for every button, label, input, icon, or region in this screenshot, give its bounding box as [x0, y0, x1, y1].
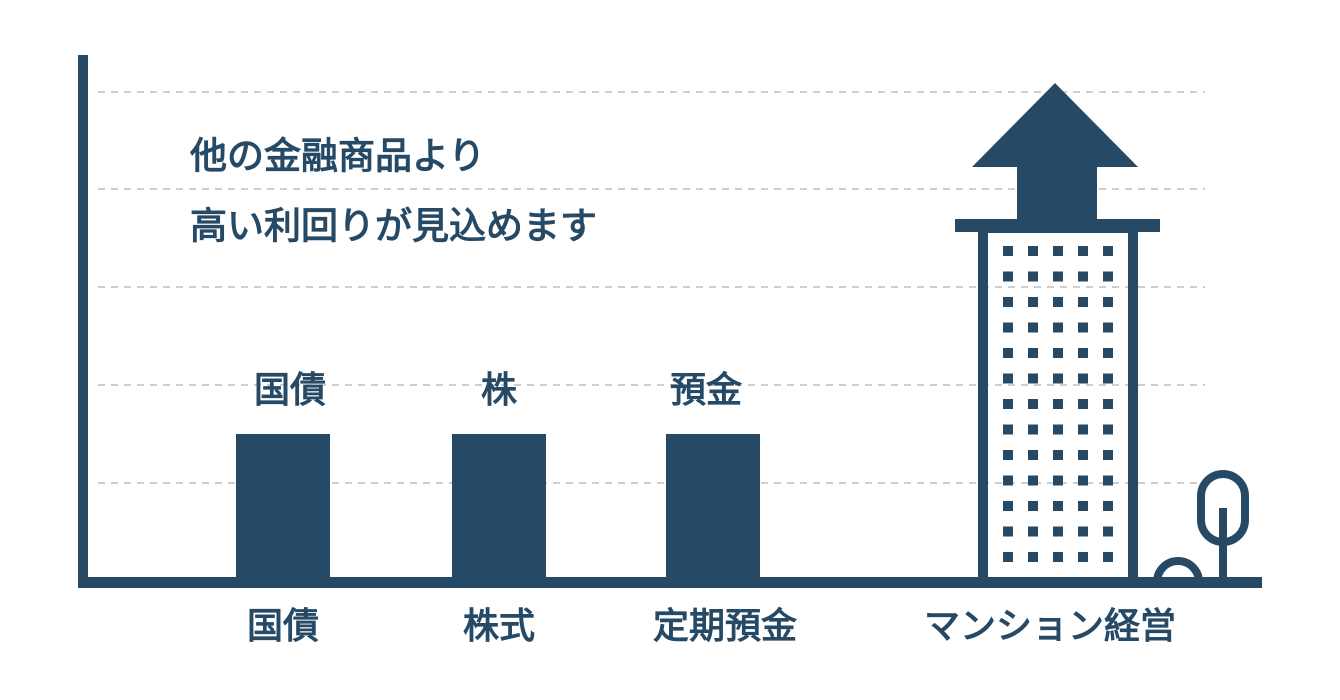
window [1028, 475, 1038, 486]
window [1003, 475, 1013, 486]
window [1028, 501, 1038, 511]
window [1078, 526, 1088, 537]
window [1103, 501, 1113, 511]
window [1053, 399, 1063, 409]
window [1028, 246, 1038, 256]
window [1003, 526, 1013, 537]
category-label: 株式 [463, 606, 535, 647]
window [1028, 552, 1038, 562]
window [1078, 399, 1088, 409]
window [1028, 450, 1038, 460]
window [1078, 297, 1088, 307]
window [1053, 450, 1063, 460]
bush [1153, 557, 1203, 583]
window [1103, 526, 1113, 537]
window [1028, 424, 1038, 435]
window [1053, 475, 1063, 486]
window [1028, 348, 1038, 358]
window [1028, 322, 1038, 333]
trees [1153, 470, 1249, 583]
window [1003, 373, 1013, 384]
window [1053, 552, 1063, 562]
window [1103, 348, 1113, 358]
window [1078, 424, 1088, 435]
window [1053, 501, 1063, 511]
window [1053, 322, 1063, 333]
window [1003, 246, 1013, 256]
window [1053, 246, 1063, 256]
window [1078, 348, 1088, 358]
window [1078, 501, 1088, 511]
bar-label: 株 [481, 370, 518, 411]
window [1053, 526, 1063, 537]
bar [452, 434, 546, 584]
window [1003, 450, 1013, 460]
window [1103, 246, 1113, 256]
category-label: 定期預金 [653, 605, 798, 647]
window [1003, 348, 1013, 358]
window [1053, 373, 1063, 384]
bar-label: 国債 [254, 370, 326, 411]
arrow-head [972, 83, 1138, 167]
window [1003, 501, 1013, 511]
bar [236, 434, 330, 584]
window [1003, 399, 1013, 409]
headline: 他の金融商品より [189, 135, 485, 178]
window [1103, 271, 1113, 282]
window [1053, 424, 1063, 435]
window [1003, 322, 1013, 333]
axis-x [78, 577, 1262, 588]
window [1003, 271, 1013, 282]
window [1003, 297, 1013, 307]
arrow-shaft [1017, 165, 1097, 221]
window [1003, 424, 1013, 435]
window [1028, 373, 1038, 384]
bar-label: 預金 [670, 369, 743, 411]
window [1028, 399, 1038, 409]
window [1078, 373, 1088, 384]
window [1103, 399, 1113, 409]
category-label: 国債 [247, 606, 319, 647]
headline: 高い利回りが見込めます [190, 205, 597, 248]
window [1078, 475, 1088, 486]
window [1103, 322, 1113, 333]
window [1103, 475, 1113, 486]
window [1028, 271, 1038, 282]
window [1053, 297, 1063, 307]
window [1078, 246, 1088, 256]
window [1103, 373, 1113, 384]
bar [666, 434, 760, 584]
window [1053, 348, 1063, 358]
windows [1003, 246, 1113, 562]
window [1028, 297, 1038, 307]
window [1103, 450, 1113, 460]
window [1078, 450, 1088, 460]
building [955, 83, 1160, 588]
window [1028, 526, 1038, 537]
window [1003, 552, 1013, 562]
window [1053, 271, 1063, 282]
axis-y [78, 55, 88, 588]
window [1103, 424, 1113, 435]
window [1103, 552, 1113, 562]
window [1078, 322, 1088, 333]
window [1078, 271, 1088, 282]
window [1103, 297, 1113, 307]
window [1078, 552, 1088, 562]
category-label: マンション経営 [924, 606, 1176, 647]
